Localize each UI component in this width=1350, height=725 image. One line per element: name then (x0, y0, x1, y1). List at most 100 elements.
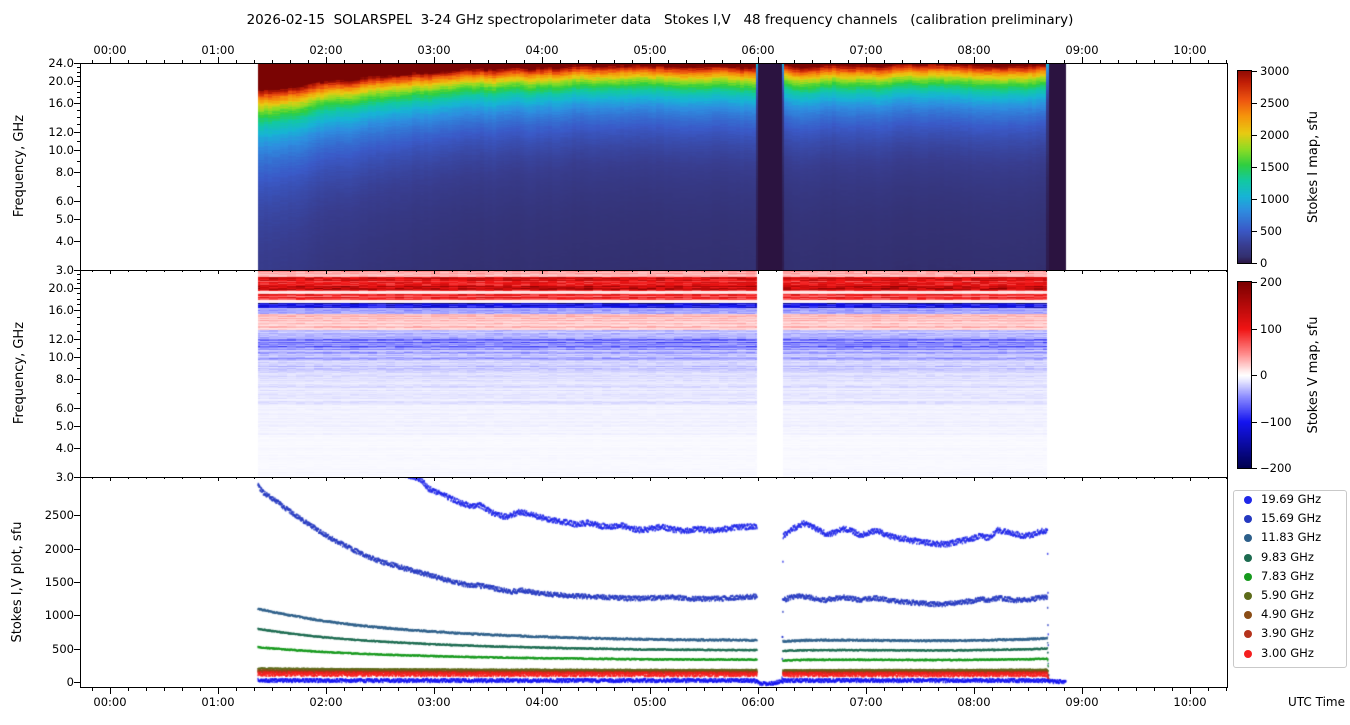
time-minor-tick (722, 270, 723, 272)
colorbar-tick-label: 0 (1260, 256, 1268, 270)
time-minor-tick (272, 477, 273, 479)
time-minor-tick (848, 60, 849, 63)
time-minor-tick (740, 270, 741, 272)
time-minor-tick (344, 688, 345, 691)
time-minor-tick (488, 688, 489, 691)
legend-marker-icon (1244, 534, 1252, 543)
time-minor-tick (416, 477, 417, 479)
x-axis-label: UTC Time (1288, 695, 1345, 709)
time-minor-tick (1064, 688, 1065, 691)
time-minor-tick (1226, 60, 1227, 63)
time-minor-tick (956, 477, 957, 479)
freq-tick-label: 24.0 (48, 56, 74, 70)
time-minor-tick (1100, 60, 1101, 63)
freq-tick (74, 270, 80, 271)
time-minor-tick (524, 60, 525, 63)
time-tick-label: 02:00 (309, 695, 343, 709)
time-tick (110, 688, 111, 694)
colorbar-tick (1252, 135, 1257, 136)
time-minor-tick (470, 270, 471, 272)
time-minor-tick (776, 688, 777, 691)
time-minor-tick (506, 688, 507, 691)
time-minor-tick (146, 270, 147, 272)
time-minor-tick (632, 477, 633, 479)
time-minor-tick (452, 60, 453, 63)
y-axis-label-frequency-mid: Frequency, GHz (12, 321, 27, 425)
time-minor-tick (182, 270, 183, 272)
time-minor-tick (920, 60, 921, 63)
time-minor-tick (182, 688, 183, 691)
freq-tick-label: 5.0 (55, 212, 74, 226)
freq-minor-tick (77, 76, 80, 77)
freq-minor-tick (77, 293, 80, 294)
freq-tick-label: 20.0 (48, 281, 74, 295)
colorbar-tick-label: 0 (1260, 368, 1268, 382)
freq-tick (74, 172, 80, 173)
colorbar-tick-label: 3000 (1260, 64, 1290, 78)
time-minor-tick (1100, 477, 1101, 479)
time-minor-tick (830, 270, 831, 272)
time-tick (110, 57, 111, 63)
freq-tick (74, 63, 80, 64)
time-minor-tick (1208, 477, 1209, 479)
time-minor-tick (596, 270, 597, 272)
time-minor-tick (308, 270, 309, 272)
time-minor-tick (380, 60, 381, 63)
y-axis-label-frequency-top: Frequency, GHz (12, 114, 27, 218)
time-minor-tick (596, 60, 597, 63)
legend-box (1233, 490, 1347, 668)
freq-tick (74, 310, 80, 311)
time-tick (758, 688, 759, 694)
value-tick-label: 1500 (44, 575, 74, 589)
time-minor-tick (290, 60, 291, 63)
time-tick (326, 270, 327, 274)
time-minor-tick (1010, 270, 1011, 272)
freq-minor-tick (77, 86, 80, 87)
time-minor-tick (344, 477, 345, 479)
time-minor-tick (362, 60, 363, 63)
time-minor-tick (578, 270, 579, 272)
time-minor-tick (470, 60, 471, 63)
time-minor-tick (578, 688, 579, 691)
time-minor-tick (1226, 477, 1227, 479)
time-tick (650, 57, 651, 63)
legend-item-label: 9.83 GHz (1261, 549, 1314, 564)
freq-minor-tick (77, 274, 80, 275)
time-minor-tick (596, 688, 597, 691)
value-tick (74, 615, 80, 616)
time-minor-tick (362, 270, 363, 272)
time-minor-tick (992, 60, 993, 63)
freq-tick (74, 426, 80, 427)
time-minor-tick (1208, 688, 1209, 691)
time-minor-tick (704, 688, 705, 691)
freq-tick (74, 81, 80, 82)
legend-item-label: 3.90 GHz (1261, 626, 1314, 641)
time-minor-tick (1154, 270, 1155, 272)
time-minor-tick (1172, 270, 1173, 272)
time-minor-tick (560, 60, 561, 63)
time-minor-tick (506, 477, 507, 479)
time-minor-tick (902, 688, 903, 691)
time-minor-tick (848, 270, 849, 272)
time-minor-tick (632, 60, 633, 63)
time-tick (758, 270, 759, 274)
time-minor-tick (452, 688, 453, 691)
time-minor-tick (956, 688, 957, 691)
time-minor-tick (524, 270, 525, 272)
freq-tick (74, 219, 80, 220)
time-minor-tick (614, 477, 615, 479)
time-minor-tick (290, 477, 291, 479)
time-tick-label: 10:00 (1173, 695, 1207, 709)
colorbar-label-stokes-i: Stokes I map, sfu (1306, 111, 1321, 223)
legend-item-label: 5.90 GHz (1261, 588, 1314, 602)
time-minor-tick (920, 270, 921, 272)
time-minor-tick (398, 60, 399, 63)
time-minor-tick (848, 688, 849, 691)
time-minor-tick (668, 477, 669, 479)
time-minor-tick (740, 60, 741, 63)
freq-tick-label: 6.0 (55, 194, 74, 208)
time-minor-tick (236, 477, 237, 479)
time-minor-tick (128, 477, 129, 479)
time-tick (218, 688, 219, 694)
time-tick-label: 04:00 (525, 43, 559, 57)
